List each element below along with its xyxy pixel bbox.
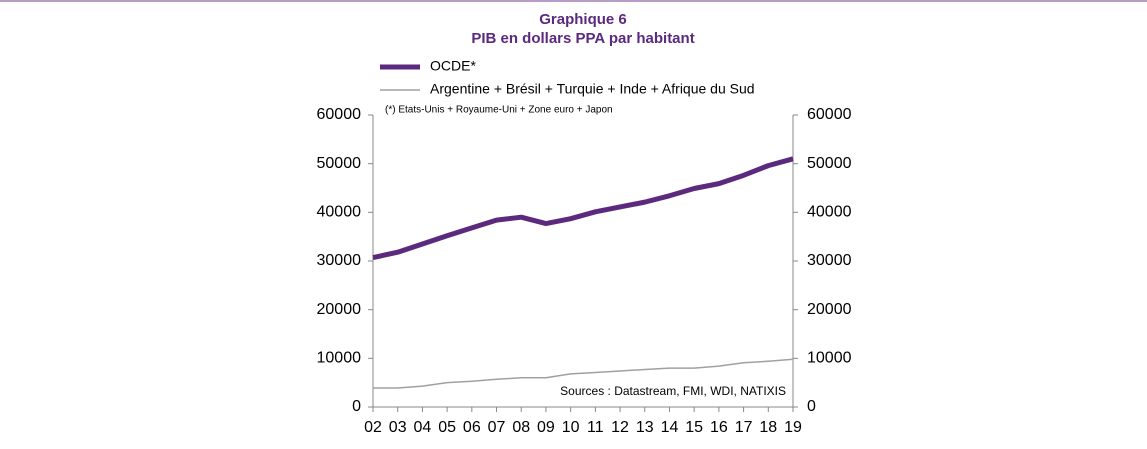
- note: (*) Etats-Unis + Royaume-Uni + Zone euro…: [385, 105, 613, 116]
- y2-tick-label: 30000: [807, 252, 852, 269]
- x-tick-label: 04: [414, 419, 432, 436]
- source: Sources : Datastream, FMI, WDI, NATIXIS: [560, 384, 786, 398]
- y2-tick-label: 60000: [807, 106, 852, 123]
- x-tick-label: 14: [661, 419, 679, 436]
- x-tick-label: 11: [587, 419, 604, 436]
- series-line: [373, 358, 794, 389]
- x-tick-label: 10: [562, 419, 580, 436]
- x-tick-label: 17: [735, 419, 753, 436]
- x-tick-label: 05: [438, 419, 456, 436]
- x-tick-label: 16: [710, 419, 728, 436]
- x-tick-label: 09: [537, 419, 555, 436]
- x-tick-label: 03: [389, 419, 407, 436]
- y-tick-label: 20000: [317, 301, 362, 318]
- y-tick-label: 60000: [317, 106, 362, 123]
- y2-tick-label: 10000: [807, 350, 852, 367]
- y-tick-label: 50000: [317, 155, 362, 172]
- y2-tick-label: 50000: [807, 155, 852, 172]
- legend-label: Argentine + Brésil + Turquie + Inde + Af…: [430, 81, 755, 97]
- y2-tick-label: 20000: [807, 301, 852, 318]
- x-tick-label: 15: [685, 419, 703, 436]
- y-tick-label: 30000: [317, 252, 362, 269]
- x-tick-label: 08: [512, 419, 530, 436]
- y-tick-label: 40000: [317, 204, 362, 221]
- x-tick-label: 19: [784, 419, 802, 436]
- legend-label: OCDE*: [430, 58, 476, 74]
- y2-tick-label: 40000: [807, 204, 852, 221]
- y2-tick-label: 0: [807, 398, 816, 415]
- x-tick-label: 12: [611, 419, 629, 436]
- x-tick-label: 02: [364, 419, 382, 436]
- y-tick-label: 0: [352, 398, 361, 415]
- x-tick-label: 13: [636, 419, 654, 436]
- chart-subtitle: PIB en dollars PPA par habitant: [471, 30, 694, 47]
- series-line: [372, 156, 794, 261]
- x-tick-label: 18: [759, 419, 777, 436]
- chart-title: Graphique 6: [539, 11, 627, 28]
- x-tick-label: 06: [463, 419, 481, 436]
- y-tick-label: 10000: [317, 350, 362, 367]
- x-tick-label: 07: [488, 419, 506, 436]
